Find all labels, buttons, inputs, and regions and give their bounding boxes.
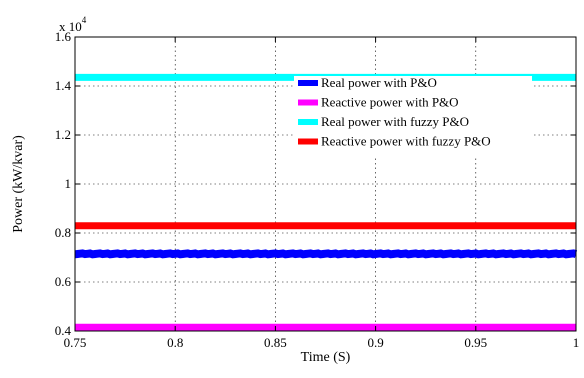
x-tick-label: 0.95 xyxy=(464,335,487,350)
legend-box xyxy=(294,76,532,158)
y-tick-label: 0.8 xyxy=(55,225,71,240)
series-line-0 xyxy=(74,249,578,259)
y-tick-label: 1 xyxy=(65,176,72,191)
y-tick-label: 0.4 xyxy=(55,323,72,338)
y-tick-label: 1.2 xyxy=(55,127,71,142)
x-tick-label: 0.8 xyxy=(167,335,183,350)
y-axis-label: Power (kW/kvar) xyxy=(11,135,26,233)
y-exponent-power: 4 xyxy=(82,15,87,25)
legend-label-3: Reactive power with fuzzy P&O xyxy=(321,134,491,149)
y-tick-label: 0.6 xyxy=(55,274,72,289)
legend-label-2: Real power with fuzzy P&O xyxy=(321,114,469,129)
legend-label-1: Reactive power with P&O xyxy=(321,95,459,110)
y-tick-label: 1.6 xyxy=(55,29,72,44)
y-exponent-label: x 104 xyxy=(59,15,87,34)
x-tick-label: 1 xyxy=(573,335,580,350)
legend: Real power with P&O Reactive power with P… xyxy=(294,75,532,158)
x-tick-labels: 0.75 0.8 0.85 0.9 0.95 1 xyxy=(64,335,580,350)
x-tick-label: 0.75 xyxy=(64,335,87,350)
x-axis-label: Time (S) xyxy=(301,350,351,365)
axis-ticks xyxy=(74,36,577,332)
legend-label-0: Real power with P&O xyxy=(321,75,437,90)
x-tick-label: 0.85 xyxy=(264,335,287,350)
x-tick-label: 0.9 xyxy=(367,335,383,350)
y-exponent-base: x 10 xyxy=(59,19,82,34)
y-tick-labels: 0.4 0.6 0.8 1 1.2 1.4 1.6 xyxy=(55,29,72,338)
y-tick-label: 1.4 xyxy=(55,78,72,93)
